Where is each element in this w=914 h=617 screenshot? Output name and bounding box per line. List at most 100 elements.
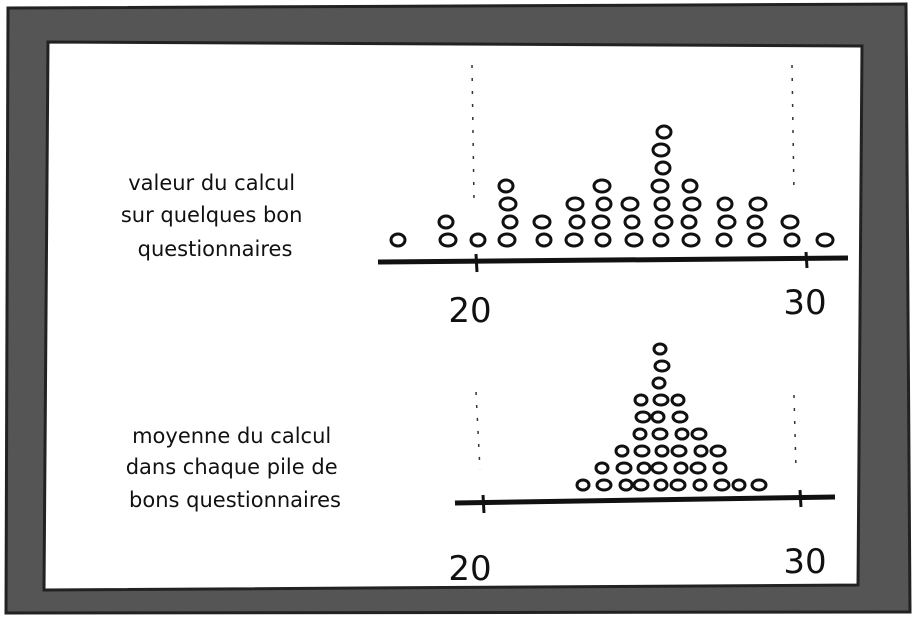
dot [746, 214, 764, 230]
dot [650, 410, 666, 424]
label-line: bons questionnaires [129, 488, 341, 512]
label-line: sur quelques bon [121, 203, 303, 227]
dot [652, 232, 670, 248]
dot [497, 178, 515, 194]
dot [715, 232, 733, 248]
frame-inner-outline [42, 40, 864, 592]
label-line: questionnaires [138, 237, 293, 261]
dot [565, 196, 585, 212]
dot [670, 393, 686, 407]
dotted-guide [471, 64, 475, 201]
dot [748, 196, 768, 212]
dot [595, 478, 613, 492]
dot [653, 478, 669, 492]
frame-outline [4, 2, 912, 615]
axis-line [454, 494, 836, 506]
axis-tick [481, 494, 486, 514]
dot [747, 232, 767, 248]
dot [615, 461, 633, 475]
dot [634, 410, 652, 424]
dot [623, 214, 641, 230]
dot [651, 427, 669, 441]
dot [652, 342, 668, 356]
dot [653, 196, 671, 212]
dot [717, 214, 737, 230]
dot [389, 232, 407, 248]
axis-label: 30 [783, 283, 826, 323]
dot [591, 214, 611, 230]
dot [620, 196, 640, 212]
dot [594, 461, 610, 475]
dot [693, 444, 709, 458]
label-line: dans chaque pile de [126, 455, 338, 479]
dot [498, 196, 518, 212]
dot [469, 232, 487, 248]
dot [633, 444, 651, 458]
dot [535, 232, 553, 248]
axis-tick [798, 489, 803, 508]
dot-pile [389, 124, 835, 248]
dot [632, 427, 648, 441]
dot [595, 196, 613, 212]
dotted-guide [475, 391, 481, 471]
dot [564, 232, 584, 248]
dot [592, 178, 612, 194]
dot [532, 214, 552, 230]
dot [681, 232, 701, 248]
dot [673, 461, 689, 475]
dot [712, 461, 728, 475]
dot [501, 214, 519, 230]
dotted-guide [791, 64, 795, 196]
dot [632, 478, 650, 492]
dot [750, 478, 768, 492]
dot [713, 478, 731, 492]
axis-label: 30 [783, 542, 826, 582]
dot [654, 214, 674, 230]
dot [682, 196, 702, 212]
label-line: moyenne du calcul [132, 424, 331, 448]
dot [653, 359, 671, 373]
dot [650, 178, 670, 194]
axis-label: 20 [448, 549, 491, 589]
dot [709, 444, 727, 458]
dot [669, 478, 687, 492]
dot [716, 196, 734, 212]
dot [651, 142, 671, 158]
dot [780, 214, 800, 230]
dot [783, 232, 801, 248]
dot [680, 214, 698, 230]
dot [674, 427, 690, 441]
label-line: valeur du calcul [128, 171, 295, 195]
dot [624, 232, 644, 248]
dot [636, 461, 652, 475]
axis-tick [474, 253, 479, 273]
dot [731, 478, 747, 492]
dot [689, 461, 707, 475]
panel-label: moyenne du calcul dans chaque pile de bo… [126, 424, 345, 512]
dot [671, 410, 689, 424]
dot [438, 232, 458, 248]
dot [497, 232, 517, 248]
dot-pile [575, 342, 768, 492]
dot [654, 444, 670, 458]
dot [690, 427, 708, 441]
dot [692, 478, 708, 492]
panel-label: valeur du calcul sur quelques bon questi… [121, 171, 309, 261]
axis-line [377, 255, 849, 265]
axis-tick [804, 251, 809, 269]
dot [654, 160, 672, 176]
dot [633, 393, 649, 407]
dot [652, 393, 670, 407]
dot [650, 461, 668, 475]
dot [575, 478, 591, 492]
dot [681, 178, 699, 194]
axis-label: 20 [448, 291, 491, 331]
dot [655, 124, 673, 140]
dot [618, 478, 634, 492]
dot [437, 214, 455, 230]
dot [594, 232, 612, 248]
dot [614, 444, 630, 458]
